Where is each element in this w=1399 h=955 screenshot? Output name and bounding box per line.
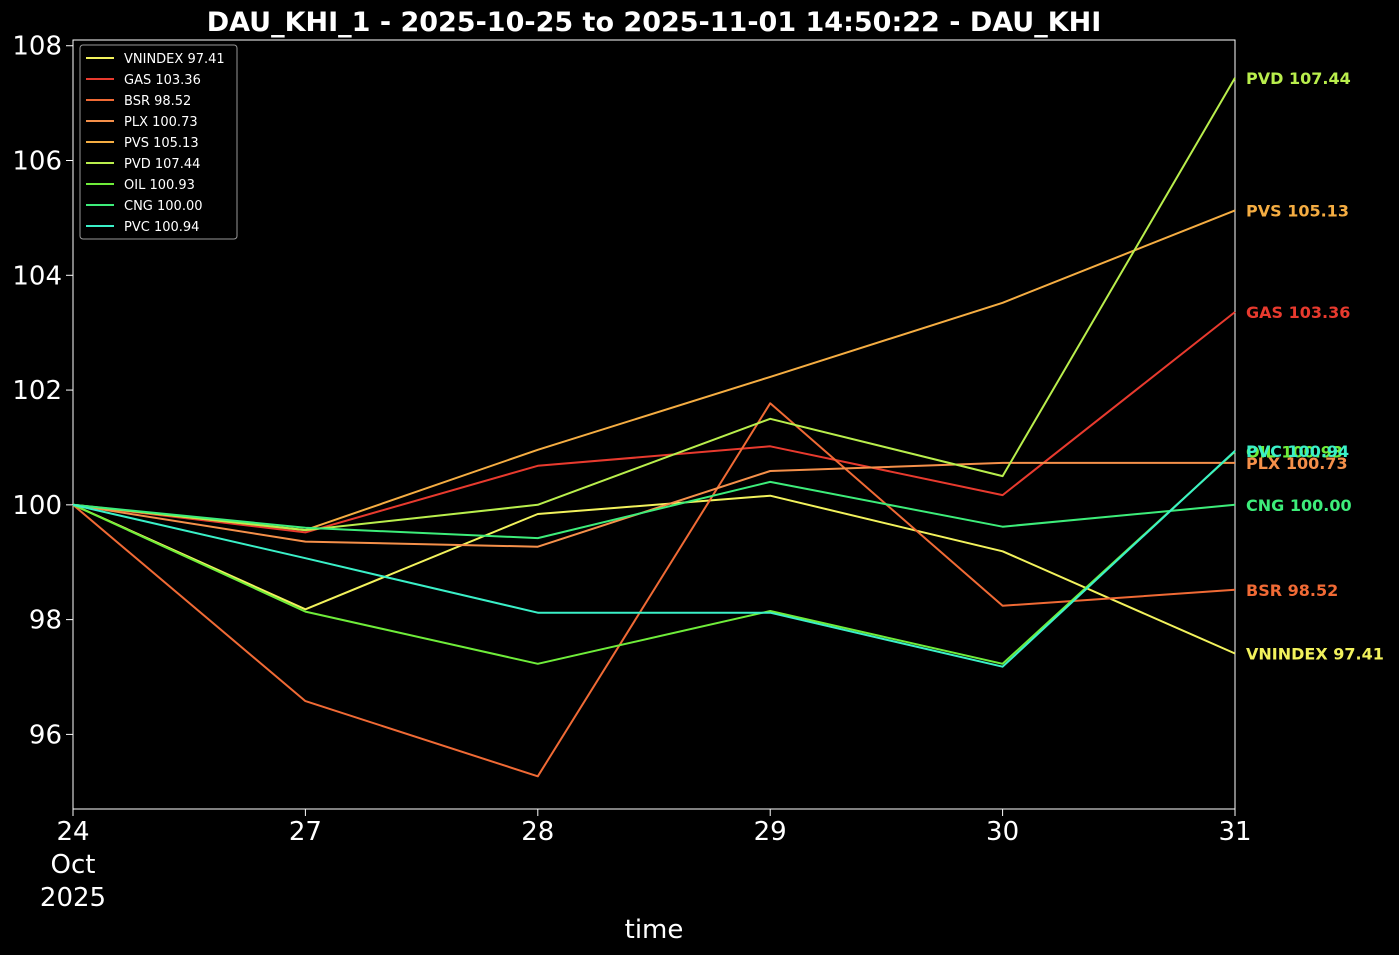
y-tick-label: 108 xyxy=(12,32,62,62)
end-label-gas: GAS 103.36 xyxy=(1246,303,1350,322)
legend-entry-vnindex: VNINDEX 97.41 xyxy=(124,52,225,67)
legend-entry-pvd: PVD 107.44 xyxy=(124,157,200,172)
x-tick-label: 24 Oct 2025 xyxy=(40,817,106,913)
series-line-oil xyxy=(72,450,1236,665)
legend-entry-plx: PLX 100.73 xyxy=(124,115,198,130)
y-axis: 96 98 100 102 104 106 108 xyxy=(12,32,73,750)
x-tick-label: 27 xyxy=(289,817,322,847)
legend-entry-bsr: BSR 98.52 xyxy=(124,94,191,109)
series-end-labels: VNINDEX 97.41 GAS 103.36 BSR 98.52 PLX 100.… xyxy=(1246,69,1384,664)
series-line-pvd xyxy=(72,77,1236,532)
x-axis-title: time xyxy=(625,915,684,945)
end-label-plx: PLX 100.73 xyxy=(1246,454,1348,473)
end-label-pvs: PVS 105.13 xyxy=(1246,201,1349,220)
series-line-cng xyxy=(72,480,1236,540)
x-tick-label: 31 xyxy=(1218,817,1251,847)
x-axis: 24 Oct 2025 27 28 29 30 31 xyxy=(40,809,1252,913)
series-line-vnindex xyxy=(72,494,1236,655)
legend-entry-pvc: PVC 100.94 xyxy=(124,220,199,235)
x-tick-label-line: 31 xyxy=(1218,817,1251,847)
series-line-pvc xyxy=(72,450,1236,668)
legend-box xyxy=(79,44,238,240)
y-tick-label: 98 xyxy=(29,606,62,636)
legend: VNINDEX 97.41 GAS 103.36 BSR 98.52 PLX 100.… xyxy=(79,44,238,240)
end-label-cng: CNG 100.00 xyxy=(1246,496,1352,515)
end-label-vnindex: VNINDEX 97.41 xyxy=(1246,644,1384,663)
x-tick-label-line: 29 xyxy=(754,817,787,847)
x-tick-label: 28 xyxy=(521,817,554,847)
x-tick-label-line: 2025 xyxy=(40,883,106,913)
y-tick-label: 96 xyxy=(29,720,62,750)
x-tick-label-line: Oct xyxy=(51,850,96,880)
y-tick-label: 102 xyxy=(12,376,62,406)
y-tick-label: 100 xyxy=(12,491,62,521)
end-label-pvd: PVD 107.44 xyxy=(1246,69,1351,88)
plot-area-frame xyxy=(72,39,1236,810)
series-line-gas xyxy=(72,311,1236,534)
end-label-bsr: BSR 98.52 xyxy=(1246,581,1338,600)
legend-entry-cng: CNG 100.00 xyxy=(124,199,203,214)
y-tick-label: 104 xyxy=(12,261,62,291)
end-label-oil: OIL 100.93 xyxy=(1246,442,1343,461)
x-tick-label: 30 xyxy=(986,817,1019,847)
end-label-pvc: PVC 100.94 xyxy=(1246,442,1349,461)
y-tick-label: 106 xyxy=(12,147,62,177)
legend-entry-oil: OIL 100.93 xyxy=(124,178,195,193)
x-tick-label: 29 xyxy=(754,817,787,847)
legend-entry-gas: GAS 103.36 xyxy=(124,73,201,88)
x-tick-label-line: 24 xyxy=(56,817,89,847)
series-lines xyxy=(72,77,1236,778)
legend-entry-pvs: PVS 105.13 xyxy=(124,136,199,151)
series-line-bsr xyxy=(72,402,1236,778)
x-tick-label-line: 30 xyxy=(986,817,1019,847)
x-tick-label-line: 27 xyxy=(289,817,322,847)
series-line-plx xyxy=(72,461,1235,548)
chart-title: DAU_KHI_1 - 2025-10-25 to 2025-11-01 14:… xyxy=(207,7,1102,38)
x-tick-label-line: 28 xyxy=(521,817,554,847)
